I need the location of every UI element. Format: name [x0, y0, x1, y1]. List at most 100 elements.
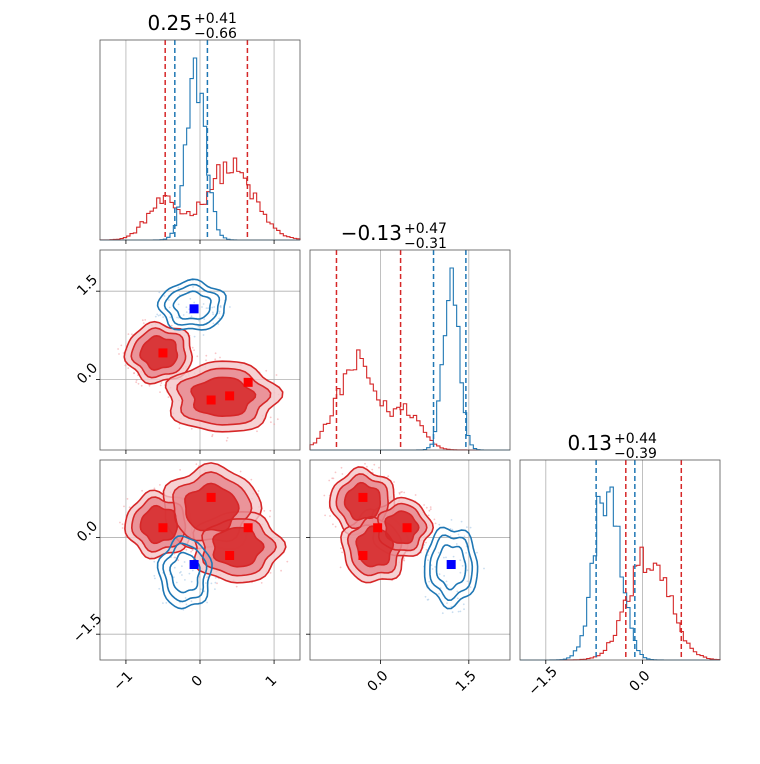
sample-point-model_a: [275, 374, 278, 376]
sample-point-model_b: [469, 526, 472, 529]
sample-point-model_a: [341, 551, 343, 554]
sample-point-model_a: [334, 525, 337, 528]
title-lower-error: −0.31: [404, 236, 447, 252]
sample-point-model_b: [457, 533, 460, 536]
sample-point-model_a: [235, 585, 238, 588]
histogram-panel-p2: [519, 459, 721, 661]
sample-point-model_b: [180, 571, 182, 573]
sample-point-model_a: [403, 491, 406, 494]
sample-point-model_a: [403, 557, 405, 560]
title-upper-error: +0.44: [614, 431, 657, 447]
sample-point-model_b: [203, 590, 206, 593]
sample-point-model_a: [142, 322, 145, 324]
sample-point-model_b: [177, 303, 180, 306]
sample-point-model_a: [324, 514, 326, 517]
sample-point-model_a: [250, 478, 253, 481]
sample-point-model_b: [455, 543, 458, 545]
sample-point-model_a: [378, 466, 380, 469]
sample-point-model_a: [140, 384, 143, 387]
sample-point-model_b: [460, 520, 463, 523]
sample-point-model_a: [195, 463, 198, 466]
sample-point-model_b: [202, 334, 205, 336]
sample-point-model_a: [117, 348, 119, 350]
sample-point-model_b: [207, 307, 210, 310]
sample-point-model_b: [156, 313, 159, 316]
sample-point-model_b: [169, 316, 172, 319]
sample-point-model_a: [141, 319, 144, 322]
sample-point-model_a: [173, 556, 176, 559]
sample-point-model_a: [371, 468, 374, 471]
sample-point-model_a: [427, 514, 430, 517]
scatter-panel-p1_p2: [309, 459, 511, 661]
sample-point-model_a: [273, 423, 276, 426]
sample-point-model_b: [214, 588, 216, 590]
sample-point-model_b: [217, 323, 220, 325]
sample-point-model_a: [256, 430, 258, 433]
histogram-model_a: [99, 157, 301, 241]
sample-point-model_b: [466, 580, 469, 583]
sample-point-model_b: [172, 576, 175, 579]
contour-level-3: [172, 290, 212, 320]
sample-point-model_a: [127, 333, 130, 335]
sample-point-model_b: [427, 598, 430, 601]
sample-point-model_a: [159, 484, 161, 486]
sample-point-model_a: [226, 437, 229, 439]
sample-point-model_b: [190, 600, 193, 603]
sample-point-model_b: [189, 297, 192, 300]
marker-model-a: [225, 391, 235, 401]
sample-point-model_a: [167, 396, 170, 398]
histogram-title-p1: −0.13 +0.47−0.31: [341, 221, 447, 252]
sample-point-model_a: [190, 427, 193, 430]
y-tick-label: 0.0: [74, 518, 101, 545]
sample-point-model_b: [469, 586, 472, 588]
histogram-panel-p0: [99, 39, 301, 241]
sample-point-model_a: [153, 487, 156, 490]
x-tick-label: 0: [189, 673, 207, 691]
sample-point-model_b: [427, 559, 429, 562]
sample-point-model_b: [449, 528, 452, 530]
sample-point-model_a: [131, 333, 133, 336]
sample-point-model_a: [190, 550, 193, 553]
sample-point-model_a: [398, 493, 401, 495]
contour-level-3: [169, 551, 201, 594]
sample-point-model_b: [192, 286, 194, 288]
sample-point-model_a: [414, 494, 417, 496]
contour-level-1: [423, 526, 479, 610]
sample-point-model_b: [190, 315, 193, 318]
title-lower-error: −0.39: [614, 446, 657, 462]
histogram-title-p0: 0.25 +0.41−0.66: [147, 11, 237, 42]
sample-point-model_b: [199, 588, 202, 591]
sample-point-model_b: [203, 318, 206, 321]
sample-point-model_b: [456, 597, 459, 600]
sample-point-model_a: [269, 572, 272, 574]
sample-point-model_b: [185, 311, 188, 313]
contour-level-3: [435, 544, 467, 591]
sample-point-model_b: [201, 306, 203, 308]
sample-point-model_b: [184, 579, 186, 581]
sample-point-model_a: [159, 384, 162, 387]
sample-point-model_a: [269, 416, 272, 419]
sample-point-model_b: [163, 295, 166, 297]
marker-model-a: [358, 550, 368, 560]
sample-point-model_b: [179, 601, 182, 604]
sample-point-model_b: [205, 582, 207, 584]
sample-point-model_a: [128, 506, 131, 509]
sample-point-model_a: [387, 475, 390, 478]
sample-point-model_a: [179, 469, 182, 471]
y-tick-label: 0.0: [74, 360, 101, 387]
sample-point-model_a: [191, 549, 194, 552]
sample-point-model_a: [366, 465, 368, 468]
sample-point-model_a: [198, 576, 201, 578]
sample-point-model_a: [433, 518, 436, 521]
sample-point-model_b: [456, 590, 459, 593]
sample-point-model_a: [400, 491, 402, 494]
sample-point-model_b: [158, 291, 161, 294]
sample-point-model_b: [438, 573, 441, 576]
sample-point-model_b: [214, 576, 217, 579]
sample-point-model_b: [202, 303, 205, 305]
sample-point-model_a: [403, 559, 406, 562]
sample-point-model_b: [462, 603, 465, 606]
sample-point-model_b: [218, 312, 221, 315]
sample-point-model_b: [197, 319, 200, 322]
